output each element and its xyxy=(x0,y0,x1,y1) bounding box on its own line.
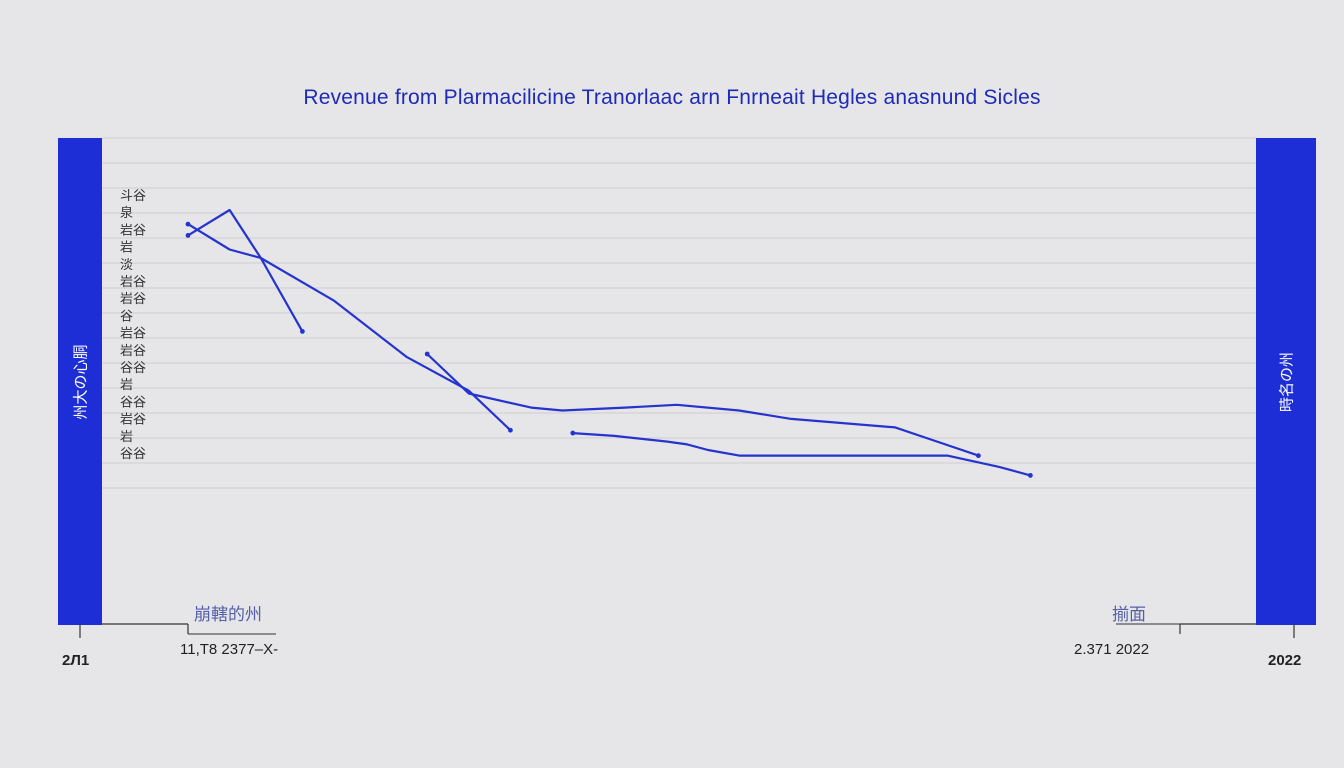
y-tick-label: 岩谷 xyxy=(120,292,146,307)
y-tick-label: 斗谷 xyxy=(120,189,146,204)
y-tick-label: 谷谷 xyxy=(120,395,146,410)
series-4-end-point xyxy=(1028,473,1033,478)
right-side-bar: 時名の州 xyxy=(1256,138,1316,625)
y-tick-label: 岩谷 xyxy=(120,327,146,342)
y-tick-label: 谷谷 xyxy=(120,361,146,376)
y-tick-label: 岩谷 xyxy=(120,275,146,290)
y-tick-label: 岩 xyxy=(120,430,133,445)
y-tick-label: 谷 xyxy=(120,309,133,324)
y-tick-label: 岩 xyxy=(120,378,133,393)
series-line-1 xyxy=(187,208,304,332)
x-axis xyxy=(79,623,1295,638)
series-1-start-point xyxy=(185,233,191,238)
mid-label-left: 崩轄的州 xyxy=(194,605,262,625)
y-tick-label: 岩谷 xyxy=(120,223,146,238)
series-3-end-point xyxy=(976,453,981,459)
y-tick-label: 泉 xyxy=(120,205,133,221)
gridlines xyxy=(102,137,1256,489)
x-label-left-edge: 2Л1 xyxy=(62,652,89,669)
series-2-end-point xyxy=(508,427,513,433)
left-side-bar: 州大の心胴 xyxy=(58,138,102,625)
y-tick-label: 淡 xyxy=(120,258,133,273)
series-line-3 xyxy=(426,353,979,457)
y-tick-label: 岩谷 xyxy=(120,344,146,359)
series-1-end-point xyxy=(300,329,305,334)
series-line-2 xyxy=(187,223,512,431)
series-layer xyxy=(185,208,1033,478)
mid-label-right: 揃面 xyxy=(1112,605,1146,625)
y-tick-label: 谷谷 xyxy=(120,447,146,462)
series-2-start-point xyxy=(185,221,191,227)
x-label-right-inner: 2.371 2022 xyxy=(1074,641,1149,658)
series-3-start-point xyxy=(424,351,430,357)
y-tick-label: 岩 xyxy=(120,241,133,256)
series-4-start-point xyxy=(570,430,576,436)
y-tick-label: 岩谷 xyxy=(120,413,146,428)
x-label-left-inner: 11,T8 2377–X- xyxy=(180,641,278,658)
x-label-right-edge: 2022 xyxy=(1268,652,1301,669)
series-line-4 xyxy=(572,432,1031,477)
chart-title: Revenue from Plarmacilicine Tranorlaac a… xyxy=(303,86,1041,109)
